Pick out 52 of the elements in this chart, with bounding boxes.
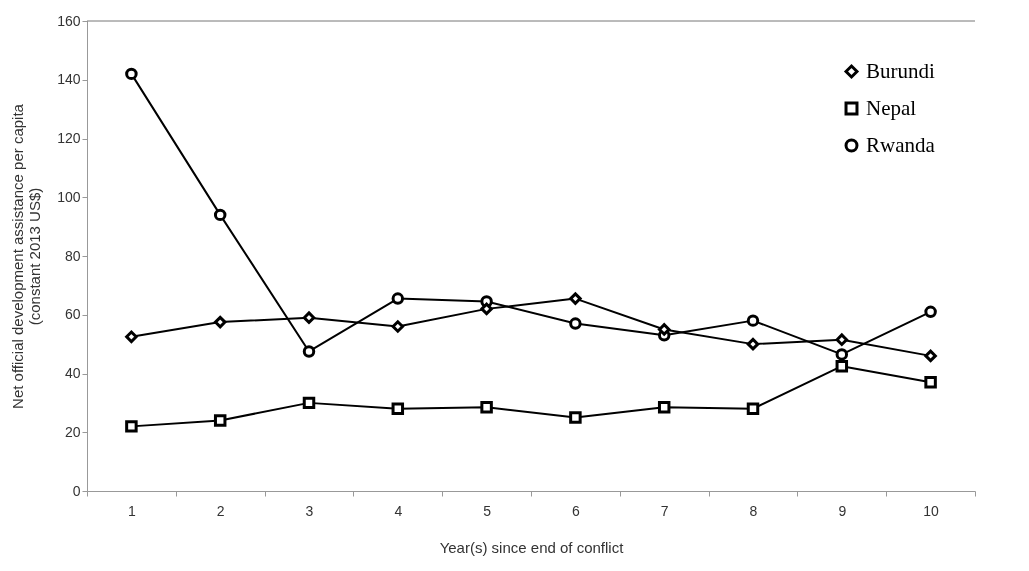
y-axis-title: Net official development assistance per capita (constant 2013 US$) xyxy=(9,103,44,409)
point xyxy=(835,333,849,346)
y-tick-label: 100 xyxy=(57,188,81,205)
x-tick-label: 2 xyxy=(216,502,225,519)
x-tick-label: 10 xyxy=(923,502,940,519)
point xyxy=(657,323,671,336)
x-tick-label: 5 xyxy=(483,502,492,519)
x-tick-label: 6 xyxy=(572,502,580,519)
y-tick-label: 60 xyxy=(64,306,81,323)
legend-label: Nepal xyxy=(866,95,917,120)
x-tick-label: 7 xyxy=(660,502,669,519)
point xyxy=(213,315,227,329)
point xyxy=(569,317,582,330)
point xyxy=(302,311,316,324)
x-tick-label: 3 xyxy=(305,502,314,519)
y-tick-label: 140 xyxy=(57,71,81,88)
x-axis-title: Year(s) since end of conflict xyxy=(439,538,625,556)
legend-label: Rwanda xyxy=(866,132,936,157)
point xyxy=(835,359,849,373)
point xyxy=(125,67,138,81)
point xyxy=(125,330,138,344)
point xyxy=(746,314,760,327)
point xyxy=(924,305,937,319)
point xyxy=(480,401,493,414)
point xyxy=(213,414,227,427)
x-tick-label: 1 xyxy=(128,502,136,519)
y-tick-label: 80 xyxy=(64,247,81,264)
x-tick-label: 9 xyxy=(838,502,847,519)
y-tick-label: 20 xyxy=(64,423,81,440)
point xyxy=(924,376,937,389)
point xyxy=(480,302,493,316)
point xyxy=(213,208,227,222)
y-tick-label: 40 xyxy=(64,365,81,381)
point xyxy=(657,401,671,414)
point xyxy=(746,402,760,415)
point xyxy=(391,292,405,305)
y-tick-label: 0 xyxy=(72,482,81,499)
legend-label: Burundi xyxy=(866,58,935,83)
point xyxy=(569,411,582,424)
x-tick-label: 8 xyxy=(749,502,758,519)
point xyxy=(391,402,405,415)
point xyxy=(302,396,316,410)
point xyxy=(391,320,405,333)
x-tick-label: 4 xyxy=(394,502,403,519)
point xyxy=(302,345,316,358)
y-tick-label: 160 xyxy=(57,12,81,29)
point xyxy=(746,337,760,351)
point xyxy=(125,420,138,433)
point xyxy=(924,349,937,363)
point xyxy=(835,348,849,361)
y-tick-label: 120 xyxy=(57,130,81,146)
point xyxy=(569,292,582,305)
